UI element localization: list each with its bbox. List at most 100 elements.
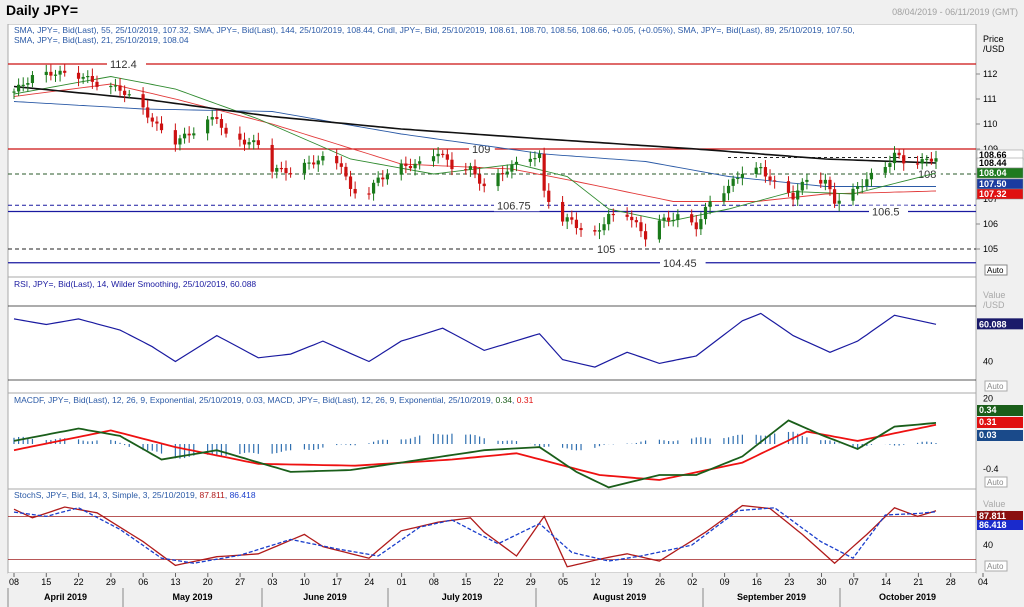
candle-body (496, 173, 500, 187)
macd-tag-label: 0.03 (979, 430, 997, 440)
x-tick-label: 22 (493, 577, 503, 587)
candle-body (155, 121, 159, 124)
candle (123, 85, 127, 103)
candle-body (676, 214, 680, 220)
stoch-tag: 87.811 (977, 511, 1023, 521)
x-tick-label: 12 (590, 577, 600, 587)
candle (565, 213, 569, 230)
label-106-5-bg (869, 205, 908, 218)
candle (570, 210, 574, 225)
label-106-75: 106.75 (497, 200, 531, 212)
candle-body (30, 75, 35, 84)
candle-body (902, 155, 906, 164)
label-104-45: 104.45 (663, 258, 697, 270)
candle (768, 169, 772, 186)
candle (528, 151, 532, 167)
candle-body (740, 173, 744, 178)
macd-panel[interactable] (7, 392, 977, 490)
candle (482, 178, 486, 193)
price-tag-label: 108.04 (979, 168, 1007, 178)
candle (44, 64, 48, 83)
candle (118, 77, 122, 97)
candle-body (431, 156, 436, 162)
candle-body (819, 179, 823, 184)
candle (247, 137, 251, 150)
candle (560, 195, 565, 226)
candle-body (173, 130, 177, 145)
candle-body (828, 179, 832, 190)
candle-body (113, 85, 118, 87)
candle (192, 127, 196, 139)
candle-body (565, 217, 569, 222)
candle-body (49, 71, 53, 76)
macd-tag-label: 0.34 (979, 405, 997, 415)
label-106-75-bg (494, 199, 540, 212)
x-tick-label: 08 (9, 577, 19, 587)
candle (242, 132, 247, 151)
candle-body (667, 217, 671, 221)
chart-header: Daily JPY= 08/04/2019 - 06/11/2019 (GMT) (0, 0, 1024, 24)
month-label: September 2019 (737, 592, 806, 602)
rsi-tag-bg (977, 318, 1023, 330)
macd-auto-button[interactable]: Auto (984, 476, 1008, 488)
candle (736, 171, 740, 184)
candle-body (86, 76, 90, 78)
candle-body (404, 163, 408, 166)
svg-text:Auto: Auto (987, 382, 1004, 391)
candle-body (192, 133, 196, 136)
candle-body (441, 153, 445, 156)
chart-canvas[interactable]: SMA, JPY=, Bid(Last), 55, 25/10/2019, 10… (0, 24, 1024, 607)
candle-body (44, 71, 48, 76)
candle-body (773, 180, 777, 182)
candle-body (542, 153, 546, 191)
candle-body (634, 220, 638, 223)
rsi-tag: 60.088 (977, 318, 1023, 330)
price-auto-button[interactable]: Auto (984, 264, 1008, 276)
candle-body (800, 181, 804, 191)
candle (754, 162, 758, 178)
candle (441, 150, 445, 158)
x-tick-label: 15 (461, 577, 471, 587)
month-label: October 2019 (879, 592, 936, 602)
candle (542, 147, 546, 198)
candle (155, 116, 159, 131)
candle-body (703, 206, 708, 220)
candle-body (602, 224, 606, 231)
rsi-auto-button[interactable]: Auto (984, 380, 1008, 392)
candle (888, 155, 892, 174)
candle (76, 66, 81, 87)
stoch-legend: StochS, JPY=, Bid, 14, 3, Simple, 3, 25/… (14, 490, 256, 500)
candle-body (81, 76, 85, 79)
candle (726, 179, 731, 201)
candle-body (127, 94, 131, 96)
candle (505, 164, 509, 178)
candle-body (219, 119, 224, 128)
candle (210, 110, 214, 126)
candle-body (150, 117, 154, 122)
candle (722, 185, 726, 205)
candle (468, 162, 472, 177)
candle-body (786, 181, 791, 193)
macd-tag-bg (977, 430, 1023, 441)
candle (611, 208, 615, 222)
candle (929, 152, 933, 165)
stoch-tag-label: 87.811 (979, 511, 1006, 521)
candle-body (832, 189, 837, 204)
month-label: June 2019 (303, 592, 347, 602)
candle (371, 179, 376, 201)
candle-body (929, 158, 933, 162)
candle-body (464, 169, 468, 171)
candle (832, 182, 837, 208)
candle-body (413, 163, 417, 169)
candle-body (593, 230, 597, 232)
stoch-auto-button[interactable]: Auto (984, 560, 1008, 572)
candle-body (611, 213, 615, 216)
candle-body (17, 84, 21, 92)
rsi-panel[interactable] (7, 276, 977, 394)
candle-body (381, 177, 385, 180)
rsi-tick-label: 40 (983, 357, 993, 367)
x-tick-label: 03 (267, 577, 277, 587)
candle-body (247, 142, 251, 145)
candle (178, 134, 182, 151)
candle-body (915, 163, 920, 165)
